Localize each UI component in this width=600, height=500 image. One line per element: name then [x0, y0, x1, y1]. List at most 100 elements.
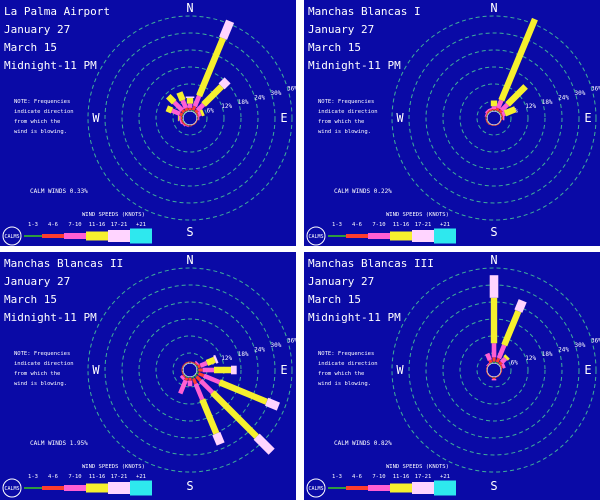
- direction-note: NOTE: Frequencies indicate direction from …: [14, 351, 74, 387]
- ring-label: 18%: [238, 99, 249, 106]
- note-line: indicate direction: [318, 361, 378, 367]
- note-line: indicate direction: [14, 109, 74, 115]
- ring-label: 24%: [558, 94, 569, 101]
- ring-label: 24%: [254, 94, 265, 101]
- wind-petal-segment: [499, 356, 508, 365]
- hours-label: Midnight-11 PM: [308, 311, 401, 324]
- ring-label: 36%: [287, 86, 296, 93]
- wind-petal-segment: [495, 124, 498, 126]
- period-start-label: January 27: [4, 275, 70, 288]
- compass-label: S: [186, 225, 193, 239]
- legend-speed-swatch: [130, 228, 152, 244]
- legend-speed-label: 7-10: [372, 222, 385, 228]
- wind-petal-segment: [485, 352, 492, 361]
- wind-petal-segment: [183, 111, 186, 114]
- wind-petal-segment: [181, 368, 183, 372]
- wind-petal-segment: [189, 362, 191, 363]
- legend-speed-label: 7-10: [68, 474, 81, 480]
- wind-petal-segment: [503, 354, 510, 361]
- wind-petal-segment: [500, 371, 502, 375]
- note-line: NOTE: Frequencies: [318, 99, 374, 105]
- wind-petal-segment: [180, 116, 183, 120]
- period-end-label: March 15: [308, 293, 361, 306]
- legend-calm-label: CALMS: [308, 234, 323, 240]
- wind-petal-segment: [486, 119, 488, 122]
- wind-petal-segment: [195, 375, 202, 382]
- wind-petal-segment: [179, 112, 184, 117]
- wind-petal-segment: [492, 125, 496, 126]
- wind-petal-segment: [191, 376, 195, 379]
- wind-petal-segment: [196, 119, 198, 123]
- legend-speed-label: 1-3: [28, 474, 38, 480]
- wind-petal-segment: [486, 122, 490, 126]
- ring-label: 12%: [221, 355, 232, 362]
- wind-petal-segment: [194, 363, 197, 366]
- ring-label: 30%: [271, 90, 282, 97]
- wind-petal-segment: [188, 125, 192, 127]
- note-line: wind is blowing.: [318, 381, 371, 387]
- panel-background: [0, 252, 296, 500]
- wind-petal-segment: [194, 362, 198, 366]
- legend-speed-swatch: [434, 480, 456, 496]
- frequency-ring: [459, 335, 529, 405]
- panel-background: [0, 0, 296, 246]
- frequency-ring: [442, 66, 546, 170]
- compass-label: N: [186, 1, 193, 15]
- station-title: Manchas Blancas I: [308, 5, 421, 18]
- wind-petal-segment: [498, 374, 500, 376]
- hours-label: Midnight-11 PM: [308, 59, 401, 72]
- legend-title: WIND SPEEDS (KNOTS): [82, 464, 145, 470]
- panel-background: [304, 252, 600, 500]
- compass-label: W: [92, 363, 100, 377]
- wind-rose-petals: [165, 19, 235, 128]
- wind-petal-segment: [180, 99, 188, 109]
- direction-note: NOTE: Frequencies indicate direction from …: [318, 351, 378, 387]
- legend-speed-label: 4-6: [48, 222, 58, 228]
- legend-speed-swatch: [412, 230, 434, 242]
- wind-petal-segment: [186, 124, 189, 126]
- wind-petal-segment: [201, 84, 224, 107]
- wind-petal-segment: [496, 344, 507, 360]
- note-line: NOTE: Frequencies: [14, 99, 70, 105]
- ring-label: 18%: [542, 351, 553, 358]
- wind-petal-segment: [176, 91, 186, 102]
- wind-petal-segment: [493, 110, 495, 111]
- wind-petal-segment: [485, 116, 487, 120]
- wind-petal-segment: [198, 368, 203, 372]
- wind-petal-segment: [186, 110, 189, 112]
- legend-calm-circle: [2, 478, 22, 498]
- legend-calm-circle: [306, 478, 326, 498]
- wind-petal-segment: [165, 105, 174, 114]
- note-line: from which the: [14, 119, 60, 125]
- wind-petal-segment: [194, 374, 198, 378]
- wind-petal-segment: [500, 365, 503, 369]
- wind-petal-segment: [182, 114, 184, 117]
- legend-speed-label: 17-21: [111, 474, 128, 480]
- wind-petal-segment: [181, 371, 184, 375]
- wind-petal-segment: [486, 114, 488, 117]
- wind-speed-legend: WIND SPEEDS (KNOTS) CALMS 1-3 4-6 7-10 11-16 1…: [2, 212, 152, 246]
- direction-note: NOTE: Frequencies indicate direction from …: [14, 99, 74, 135]
- wind-petal-segment: [177, 114, 179, 122]
- wind-rose-panel: La Palma Airport January 27 March 15 Midnig…: [0, 0, 296, 246]
- station-title: La Palma Airport: [4, 5, 110, 18]
- wind-petal-segment: [218, 379, 268, 405]
- wind-petal-segment: [198, 378, 215, 395]
- legend-calm-circle: [306, 226, 326, 246]
- wind-petal-segment: [491, 379, 497, 381]
- note-line: indicate direction: [318, 109, 378, 115]
- wind-petal-segment: [213, 354, 219, 364]
- wind-rose-petals: [178, 354, 280, 455]
- frequency-ring: [87, 267, 293, 473]
- wind-rose-panel: Manchas Blancas III January 27 March 15 Mid…: [304, 252, 600, 500]
- legend-speed-swatch: [24, 487, 42, 489]
- wind-petal-segment: [498, 111, 501, 114]
- wind-petal-segment: [492, 109, 496, 111]
- wind-petal-segment: [178, 115, 181, 121]
- wind-petal-segment: [500, 114, 502, 117]
- wind-petal-segment: [197, 116, 199, 120]
- note-line: wind is blowing.: [14, 381, 67, 387]
- wind-petal-segment: [183, 374, 186, 377]
- wind-petal-segment: [486, 368, 487, 372]
- wind-petal-segment: [182, 119, 184, 122]
